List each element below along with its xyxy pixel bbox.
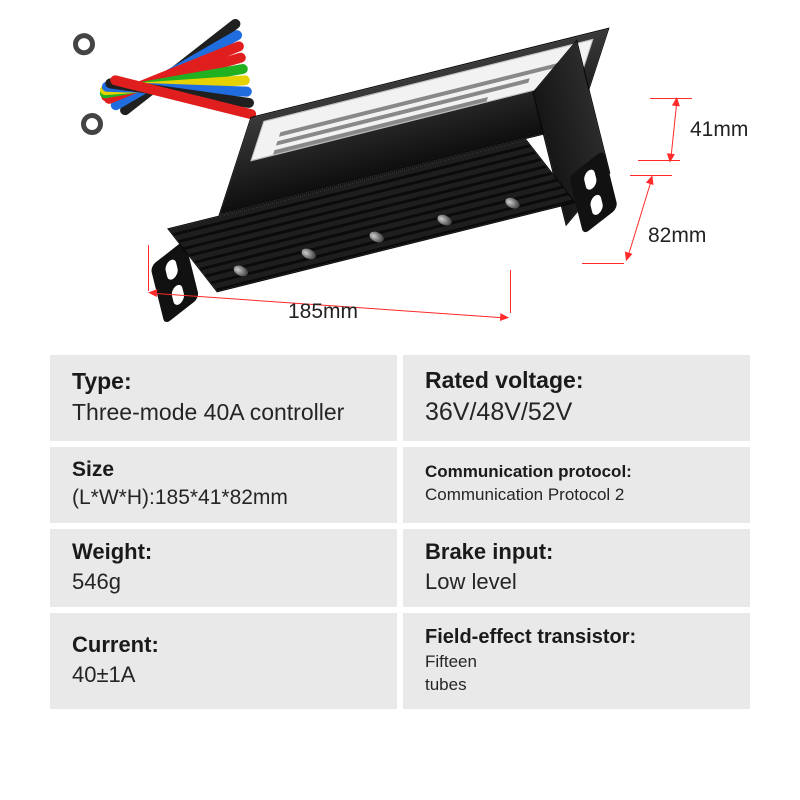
spec-value: (L*W*H):185*41*82mm [72, 484, 375, 512]
dim-height-label: 41mm [690, 118, 748, 142]
product-diagram: 185mm 82mm 41mm [0, 0, 800, 345]
controller-box [214, 29, 646, 300]
spec-value: 36V/48V/52V [425, 396, 728, 430]
spec-row: Weight: 546g Brake input: Low level [50, 529, 750, 607]
dim-length-label: 185mm [288, 300, 358, 324]
spec-label: Size [72, 456, 375, 484]
spec-table: Type: Three-mode 40A controller Rated vo… [50, 355, 750, 709]
dim-tick [650, 98, 692, 99]
dim-width-label: 82mm [648, 224, 706, 248]
spec-value: 546g [72, 567, 375, 597]
spec-value: Three-mode 40A controller [72, 397, 375, 428]
spec-label: Communication protocol: [425, 461, 728, 484]
spec-label: Type: [72, 366, 375, 397]
spec-row: Size (L*W*H):185*41*82mm Communication p… [50, 447, 750, 523]
spec-label: Current: [72, 630, 375, 660]
dim-tick [148, 245, 149, 291]
spec-value: Communication Protocol 2 [425, 484, 728, 507]
spec-cell-type: Type: Three-mode 40A controller [50, 355, 397, 441]
spec-cell-size: Size (L*W*H):185*41*82mm [50, 447, 397, 523]
spec-cell-fet: Field-effect transistor: Fifteen tubes [403, 613, 750, 709]
dim-tick [510, 270, 511, 313]
spec-cell-comm-protocol: Communication protocol: Communication Pr… [403, 447, 750, 523]
dim-height-line [671, 105, 677, 155]
dim-tick [582, 263, 624, 264]
spec-value: Fifteen tubes [425, 651, 728, 697]
spec-label: Field-effect transistor: [425, 624, 728, 651]
spec-value: Low level [425, 567, 728, 597]
spec-row: Type: Three-mode 40A controller Rated vo… [50, 355, 750, 441]
spec-value: 40±1A [72, 660, 375, 690]
spec-row: Current: 40±1A Field-effect transistor: … [50, 613, 750, 709]
spec-label: Rated voltage: [425, 365, 728, 396]
spec-cell-rated-voltage: Rated voltage: 36V/48V/52V [403, 355, 750, 441]
spec-cell-brake-input: Brake input: Low level [403, 529, 750, 607]
spec-label: Brake input: [425, 537, 728, 567]
spec-label: Weight: [72, 537, 375, 567]
spec-cell-weight: Weight: 546g [50, 529, 397, 607]
spec-cell-current: Current: 40±1A [50, 613, 397, 709]
